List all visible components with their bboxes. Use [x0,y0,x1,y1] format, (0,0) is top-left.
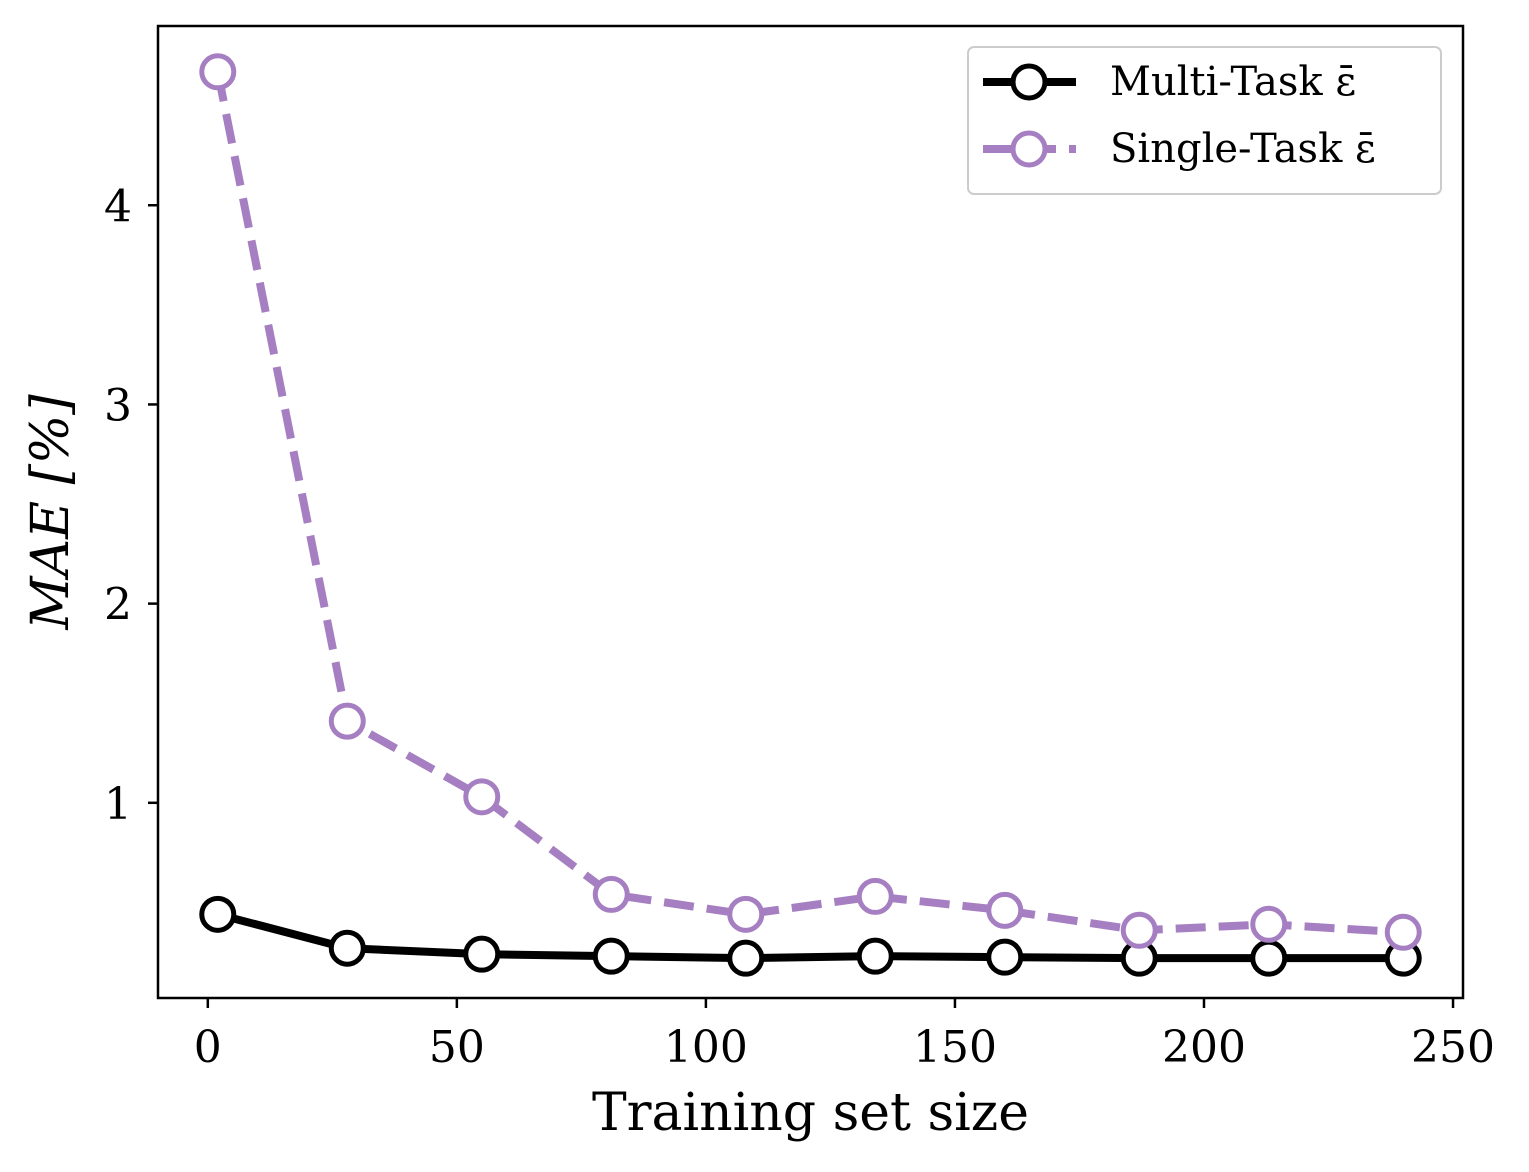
legend-marker-1 [1010,130,1048,168]
series-1-line [213,71,1404,937]
series-1-point-6 [986,891,1024,929]
series-1-point-0 [199,53,237,91]
series-0-line [216,910,1404,963]
x-tick-label-1: 50 [429,1022,485,1073]
y-tick-label-2: 3 [104,380,132,431]
y-axis-label: MAE [%] [21,394,81,631]
series-1-point-5 [856,877,894,915]
series-1-point-1 [328,702,366,740]
series-1-point-7 [1120,911,1158,949]
x-tick-label-3: 150 [913,1022,997,1073]
legend-label-0: Multi-Task ε̄ [1110,59,1356,105]
series-layer [199,53,1422,977]
series-0-point-1 [328,929,366,967]
x-axis-label: Training set size [592,1083,1029,1143]
x-tick-label-0: 0 [194,1022,222,1073]
series-1-point-9 [1384,913,1422,951]
x-tick-label-5: 250 [1411,1022,1495,1073]
series-0-point-3 [592,937,630,975]
series-0-point-8 [1250,939,1288,977]
plot-frame [156,24,1465,1000]
series-1-point-3 [592,875,630,913]
legend-marker-0 [1010,63,1048,101]
series-0-point-6 [986,938,1024,976]
legend: Multi-Task ε̄ Single-Task ε̄ [967,46,1442,195]
y-tick-label-1: 2 [104,580,132,631]
series-1-point-4 [727,895,765,933]
legend-box [967,46,1442,195]
legend-label-1: Single-Task ε̄ [1110,126,1376,172]
y-tick-label-3: 4 [104,181,132,232]
x-tick-label-2: 100 [664,1022,748,1073]
ticks-layer: 0 50 100 150 200 250 1 2 3 4 [104,181,1495,1073]
series-0-point-0 [199,895,237,933]
series-1-point-8 [1250,905,1288,943]
series-0-point-5 [856,937,894,975]
y-tick-label-0: 1 [104,779,132,830]
series-1-point-2 [463,778,501,816]
series-0-point-2 [463,935,501,973]
series-0-point-4 [727,939,765,977]
x-tick-label-4: 200 [1162,1022,1246,1073]
